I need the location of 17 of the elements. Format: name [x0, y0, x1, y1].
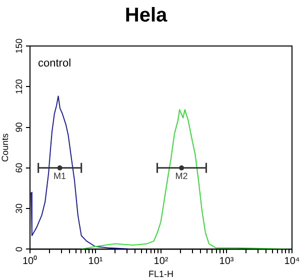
x-tick-label: 10⁰ — [22, 254, 38, 267]
x-tick-label: 10² — [154, 256, 169, 267]
chart-title: Hela — [124, 4, 168, 27]
x-axis-title: FL1-H — [148, 269, 174, 280]
series-label: M2 — [175, 170, 188, 181]
x-tick-label: 10³ — [219, 256, 234, 267]
y-tick-label: 90 — [14, 122, 24, 132]
y-axis-title: Counts — [0, 132, 10, 162]
y-tick-label: 0 — [14, 246, 24, 252]
y-tick-label: 60 — [14, 162, 24, 173]
annotation: control — [38, 58, 72, 70]
x-tick-label: 10⁴ — [284, 256, 300, 267]
series-label: M1 — [54, 170, 66, 181]
y-tick-label: 120 — [14, 79, 24, 94]
x-tick-label: 10¹ — [88, 256, 104, 267]
y-tick-label: 150 — [14, 38, 24, 54]
y-tick-label: 30 — [14, 204, 24, 214]
